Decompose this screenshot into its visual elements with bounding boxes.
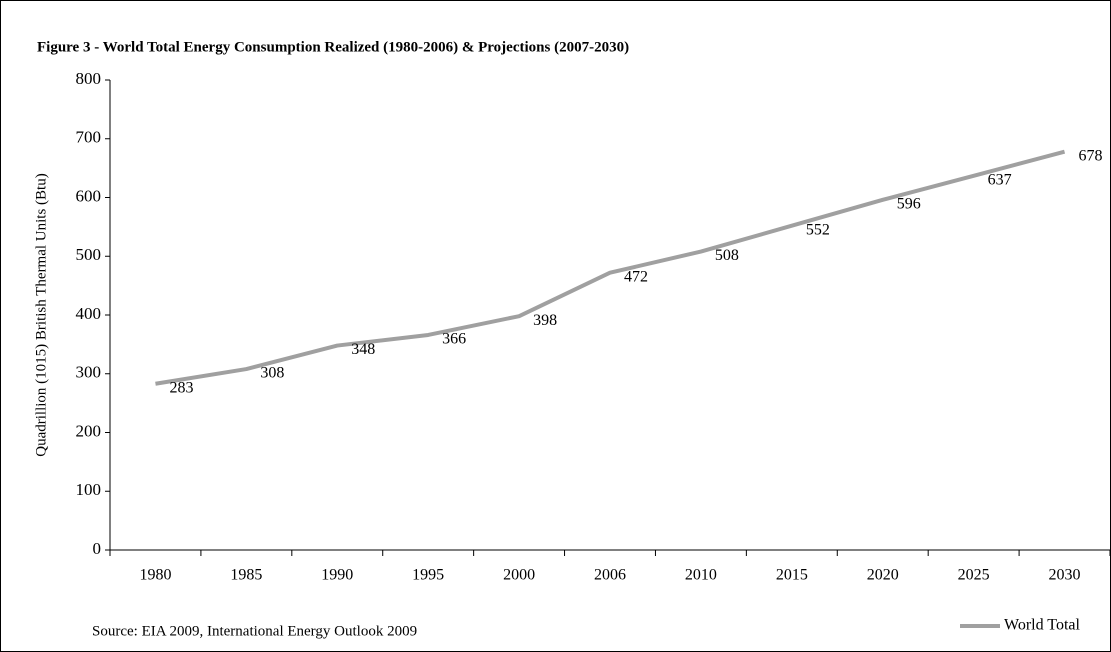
data-label: 348 xyxy=(351,341,375,358)
data-label: 596 xyxy=(897,196,921,213)
y-tick-label: 700 xyxy=(76,128,102,147)
x-tick-label: 1980 xyxy=(139,567,171,584)
y-tick-label: 600 xyxy=(76,186,102,205)
x-tick-label: 2015 xyxy=(776,567,808,584)
y-tick-label: 800 xyxy=(76,69,102,88)
y-tick-label: 0 xyxy=(93,539,102,558)
x-tick-label: 2010 xyxy=(685,567,717,584)
y-axis-label: Quadrillion (1015) British Thermal Units… xyxy=(33,173,49,456)
data-label: 398 xyxy=(533,312,557,329)
data-label: 637 xyxy=(988,171,1012,188)
series-line xyxy=(155,149,1066,386)
x-tick-label: 2020 xyxy=(867,567,899,584)
x-tick-label: 1985 xyxy=(230,567,262,584)
y-tick-label: 500 xyxy=(76,245,102,264)
x-tick-label: 2030 xyxy=(1049,567,1081,584)
data-label: 472 xyxy=(624,268,648,285)
data-label: 508 xyxy=(715,247,739,264)
y-tick-label: 300 xyxy=(76,363,102,382)
data-label: 552 xyxy=(806,221,830,238)
x-tick-label: 2006 xyxy=(594,567,626,584)
x-tick-label: 2025 xyxy=(958,567,990,584)
y-tick-label: 400 xyxy=(76,304,102,323)
chart-title: Figure 3 - World Total Energy Consumptio… xyxy=(37,39,629,55)
data-label: 366 xyxy=(442,331,466,348)
y-tick-label: 200 xyxy=(76,421,102,440)
legend-label: World Total xyxy=(1004,617,1081,634)
source-note: Source: EIA 2009, International Energy O… xyxy=(92,623,417,639)
x-tick-label: 1995 xyxy=(412,567,444,584)
x-tick-label: 1990 xyxy=(321,567,353,584)
x-tick-label: 2000 xyxy=(503,567,535,584)
data-label: 678 xyxy=(1079,147,1103,164)
data-label: 283 xyxy=(169,379,193,396)
data-label: 308 xyxy=(260,365,284,382)
y-tick-label: 100 xyxy=(76,480,102,499)
